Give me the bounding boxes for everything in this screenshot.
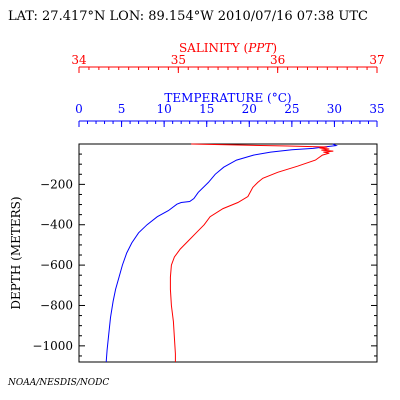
depth-axis: −200 −400 −600 −800 −1000	[32, 143, 377, 357]
series-layer	[105, 143, 338, 363]
salinity-tick-label: 34	[71, 53, 87, 67]
temperature-axis-label: TEMPERATURE (°C)	[164, 91, 291, 105]
chart-header: LAT: 27.417°N LON: 89.154°W 2010/07/16 0…	[8, 9, 368, 24]
temperature-profile-line	[105, 143, 338, 363]
salinity-tick-label: 37	[369, 53, 384, 67]
depth-tick-label: −600	[40, 258, 73, 272]
depth-tick-label: −200	[40, 177, 73, 191]
depth-tick-label: −800	[40, 298, 73, 312]
salinity-axis: 34 35 36 37	[71, 53, 385, 73]
footer-credit: NOAA/NESDIS/NODC	[7, 378, 109, 388]
temperature-axis: 0 5 10 15 20 25 30 35	[75, 102, 385, 127]
temperature-tick-label: 10	[157, 102, 172, 116]
salinity-axis-label: SALINITY (PPT)	[179, 41, 277, 55]
salinity-label-suffix: )	[272, 41, 277, 55]
plot-frame	[78, 143, 378, 363]
temperature-tick-label: 0	[75, 102, 83, 116]
temperature-tick-label: 5	[118, 102, 126, 116]
temperature-tick-label: 20	[242, 102, 257, 116]
temperature-tick-label: 35	[369, 102, 384, 116]
salinity-tick-label: 35	[171, 53, 186, 67]
salinity-profile-line	[169, 143, 334, 362]
temperature-tick-label: 25	[284, 102, 299, 116]
salinity-label-prefix: SALINITY (	[179, 41, 248, 55]
salinity-label-unit: PPT	[247, 41, 273, 55]
depth-tick-label: −1000	[32, 339, 73, 353]
salinity-tick-label: 36	[270, 53, 285, 67]
temperature-tick-label: 30	[327, 102, 342, 116]
depth-axis-label: DEPTH (METERS)	[9, 196, 23, 309]
temperature-tick-label: 15	[199, 102, 214, 116]
depth-tick-label: −400	[40, 218, 73, 232]
